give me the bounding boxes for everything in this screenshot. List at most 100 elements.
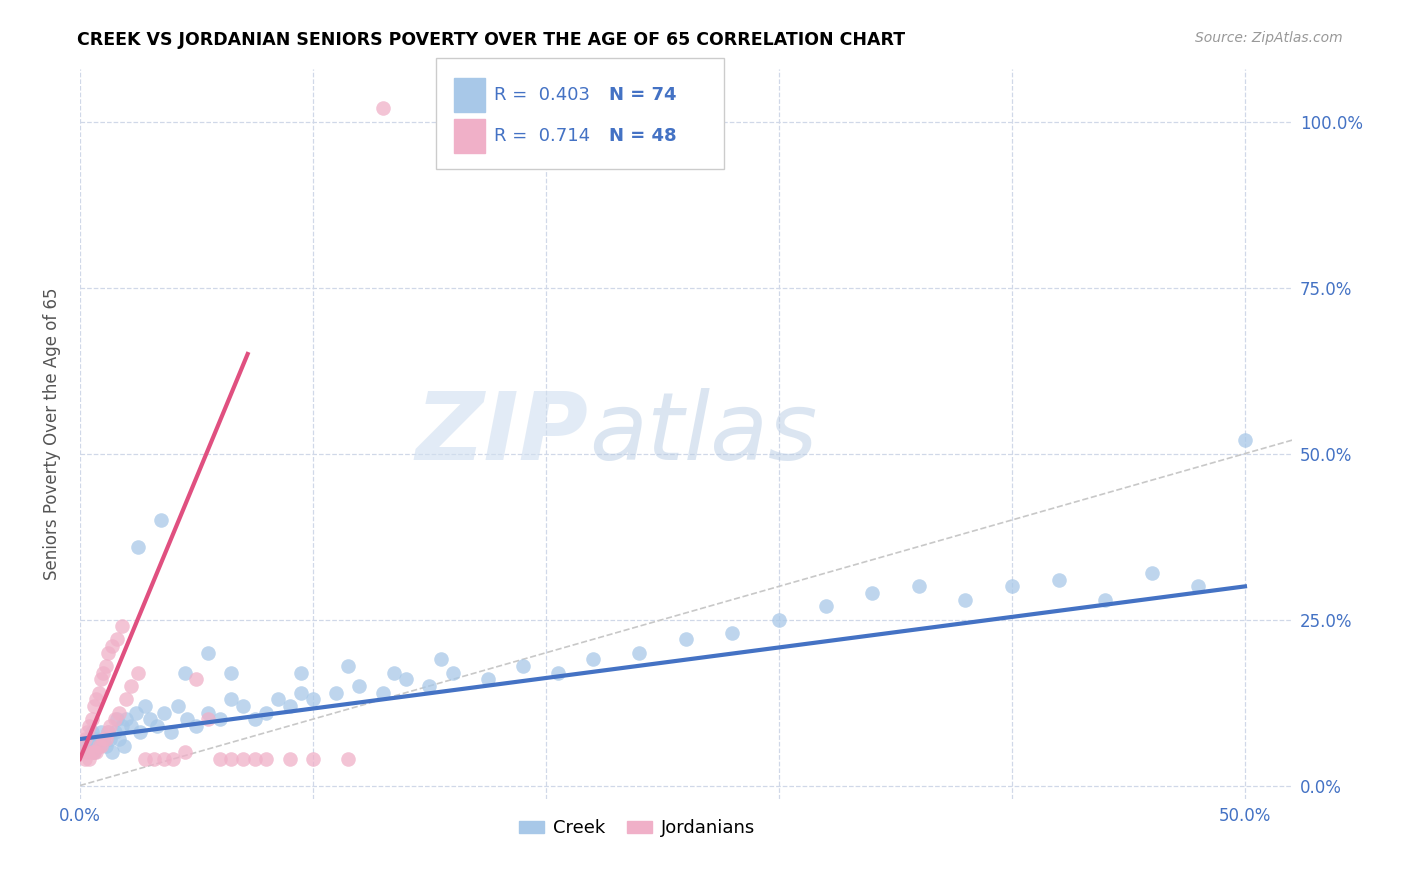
Point — [127, 540, 149, 554]
Point — [278, 752, 301, 766]
Point — [1001, 579, 1024, 593]
Point — [105, 712, 128, 726]
Point — [675, 632, 697, 647]
Legend: Creek, Jordanians: Creek, Jordanians — [512, 812, 763, 845]
Point — [90, 673, 112, 687]
Point — [267, 692, 290, 706]
Point — [336, 659, 359, 673]
Y-axis label: Seniors Poverty Over the Age of 65: Seniors Poverty Over the Age of 65 — [44, 287, 60, 580]
Point — [94, 739, 117, 753]
Point — [221, 752, 243, 766]
Point — [84, 732, 107, 747]
Point — [441, 665, 464, 680]
Point — [108, 732, 131, 747]
Point — [232, 752, 254, 766]
Point — [87, 739, 110, 753]
Text: N = 48: N = 48 — [609, 128, 676, 145]
Point — [94, 659, 117, 673]
Point — [371, 101, 394, 115]
Point — [278, 698, 301, 713]
Point — [302, 752, 325, 766]
Point — [80, 739, 103, 753]
Point — [83, 698, 105, 713]
Point — [87, 739, 110, 753]
Point — [907, 579, 929, 593]
Point — [547, 665, 569, 680]
Point — [166, 698, 188, 713]
Point — [152, 706, 174, 720]
Point — [77, 752, 100, 766]
Point — [150, 513, 173, 527]
Point — [208, 712, 231, 726]
Point — [254, 752, 277, 766]
Point — [108, 706, 131, 720]
Point — [197, 712, 219, 726]
Point — [186, 673, 208, 687]
Point — [97, 725, 120, 739]
Point — [76, 745, 98, 759]
Point — [512, 659, 534, 673]
Point — [77, 719, 100, 733]
Point — [955, 592, 977, 607]
Point — [76, 725, 98, 739]
Point — [91, 732, 114, 747]
Point — [80, 712, 103, 726]
Point — [860, 586, 883, 600]
Point — [90, 725, 112, 739]
Point — [73, 752, 96, 766]
Point — [73, 739, 96, 753]
Point — [349, 679, 371, 693]
Point — [197, 646, 219, 660]
Point — [84, 692, 107, 706]
Point — [77, 732, 100, 747]
Point — [208, 752, 231, 766]
Point — [173, 665, 195, 680]
Point — [125, 706, 148, 720]
Point — [83, 745, 105, 759]
Point — [127, 665, 149, 680]
Text: R =  0.403: R = 0.403 — [494, 87, 589, 104]
Point — [302, 692, 325, 706]
Point — [115, 692, 138, 706]
Point — [1140, 566, 1163, 580]
Point — [120, 719, 142, 733]
Point — [91, 732, 114, 747]
Point — [105, 632, 128, 647]
Point — [721, 625, 744, 640]
Point — [139, 712, 162, 726]
Point — [70, 745, 93, 759]
Point — [290, 665, 312, 680]
Point — [197, 706, 219, 720]
Point — [112, 739, 135, 753]
Point — [430, 652, 453, 666]
Point — [384, 665, 406, 680]
Point — [581, 652, 603, 666]
Point — [418, 679, 440, 693]
Point — [336, 752, 359, 766]
Point — [162, 752, 184, 766]
Point — [111, 719, 134, 733]
Point — [101, 745, 124, 759]
Point — [1187, 579, 1209, 593]
Point — [325, 685, 347, 699]
Point — [232, 698, 254, 713]
Point — [115, 712, 138, 726]
Point — [768, 613, 790, 627]
Point — [243, 712, 266, 726]
Point — [73, 732, 96, 747]
Point — [159, 725, 181, 739]
Point — [173, 745, 195, 759]
Point — [97, 725, 120, 739]
Point — [97, 646, 120, 660]
Point — [101, 639, 124, 653]
Point — [176, 712, 198, 726]
Point — [395, 673, 418, 687]
Text: ZIP: ZIP — [416, 388, 589, 480]
Point — [134, 752, 156, 766]
Point — [1233, 434, 1256, 448]
Point — [84, 745, 107, 759]
Text: N = 74: N = 74 — [609, 87, 676, 104]
Point — [98, 719, 121, 733]
Point — [1047, 573, 1070, 587]
Text: R =  0.714: R = 0.714 — [494, 128, 589, 145]
